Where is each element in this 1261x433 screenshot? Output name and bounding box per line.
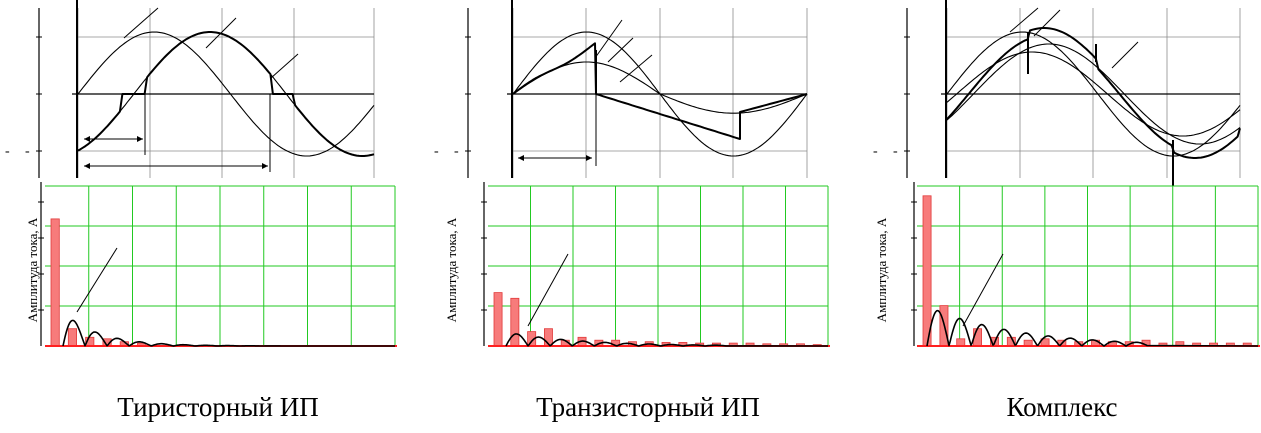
leader-line-3 (619, 54, 653, 83)
spectrum-bar-h1 (50, 218, 60, 347)
reference-current-curve (946, 43, 1241, 145)
spectrum-envelope-line (926, 309, 1259, 347)
waveform-thyristor-minus-0: - (5, 144, 10, 159)
leader-line-2 (607, 37, 634, 63)
spectrum-leader-line (962, 253, 1004, 327)
leader-line-2 (1033, 9, 1061, 37)
arrow-head-short-left (84, 136, 90, 142)
transistor-current-fall (595, 93, 808, 140)
spectrum-leader-line (527, 253, 569, 327)
spectrum-bar-h1 (493, 292, 503, 347)
caption-transistor: Транзисторный ИП (536, 392, 760, 422)
complex-current-curve (946, 27, 1241, 159)
waveform-complex-minus-0: - (873, 144, 878, 159)
leader-line-1 (594, 19, 623, 59)
waveform-minus-inner: - (893, 144, 898, 159)
arrow-head-right (586, 155, 592, 161)
arrow-head-long-left (84, 163, 90, 169)
spectrum-bar-h2 (510, 297, 520, 347)
spectrum-bar-h1 (922, 195, 932, 347)
waveform-minus-inner: - (454, 144, 459, 159)
leader-line-2 (205, 17, 237, 49)
arrow-head-short-right (137, 136, 143, 142)
arrow-head-long-right (262, 163, 268, 169)
spectrum-bar-h2 (67, 328, 78, 347)
spectrum-bar-h3 (956, 338, 966, 347)
spectrum-leader-line (76, 247, 118, 313)
spectrum-ylabel-complex: Амплитуда тока, А (874, 217, 889, 323)
leader-line-1 (123, 7, 159, 39)
voltage-curve (77, 31, 375, 157)
leader-line-1 (1009, 7, 1039, 33)
arrow-head-left (518, 155, 524, 161)
waveform-minus-inner: - (25, 144, 30, 159)
spectrum-ylabel-thyristor: Амплитуда тока, А (25, 217, 40, 323)
spectrum-panel-thyristor (38, 182, 397, 347)
spectrum-panel-complex (911, 182, 1260, 347)
waveform-transistor-minus-0: - (434, 144, 439, 159)
thyristor-current-curve (77, 31, 375, 157)
spectrum-envelope-line (62, 319, 395, 347)
spectrum-panel-transistor (481, 182, 830, 347)
leader-line-3 (270, 53, 299, 79)
caption-complex: Комплекс (1006, 392, 1118, 422)
voltage-curve (946, 31, 1241, 157)
waveform-panel-thyristor: -- (5, 0, 375, 178)
caption-thyristor: Тиристорный ИП (117, 392, 319, 422)
waveform-panel-transistor: -- (434, 0, 808, 178)
spectrum-envelope-line (505, 333, 829, 347)
waveform-panel-complex: -- (873, 0, 1241, 186)
spectrum-ylabel-transistor: Амплитуда тока, А (444, 217, 459, 323)
transistor-current-rise (512, 42, 597, 95)
leader-line-3 (1111, 41, 1139, 69)
